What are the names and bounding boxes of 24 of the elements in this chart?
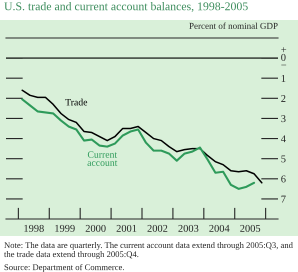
y-tick-label: + 0 − [281,47,286,66]
source-note: Source: Department of Commerce. [4,264,124,272]
x-tick-label: 2005 [240,224,260,232]
series-label: Trade [65,98,88,106]
x-tick-label: 1999 [55,224,75,232]
x-tick-label: 1998 [24,224,44,232]
series-label: Current account [88,151,118,166]
y-tick-label: 7 [281,196,286,203]
chart-title: U.S. trade and current account balances, 1998-2005 [4,2,248,12]
x-tick-label: 2004 [209,224,230,232]
line-series [21,98,256,190]
y-tick-label: 5 [281,155,286,162]
y-tick-label: 2 [281,95,286,102]
y-tick-label: 6 [281,175,286,182]
x-tick-label: 2001 [116,224,136,232]
y-tick-label: 4 [280,135,286,142]
x-tick-label: 2002 [147,224,168,232]
x-tick-label: 2000 [86,224,106,232]
y-axis-title: Percent of nominal GDP [189,22,278,29]
y-tick-label: 3 [281,115,286,122]
y-tick-label: 1 [282,74,286,82]
line-series [21,90,263,184]
text: Note: The data are quarterly. The current account data extend through 2005:Q3, and the trade data extend through 2005:Q4. [4,242,293,259]
x-tick-label: 2003 [178,224,198,232]
